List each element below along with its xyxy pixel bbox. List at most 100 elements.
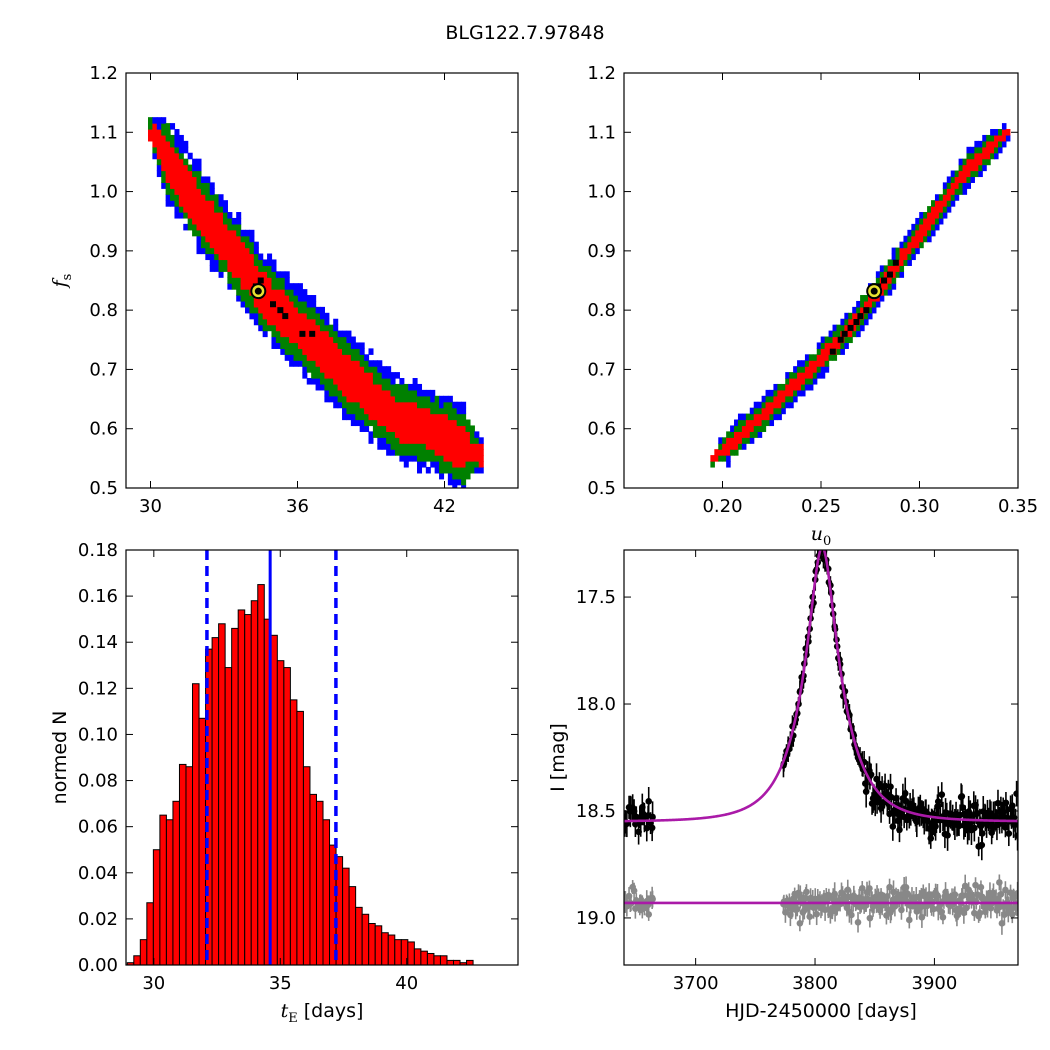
heatmap-cell bbox=[852, 330, 857, 338]
heatmap-cell bbox=[214, 259, 220, 266]
heatmap-cell bbox=[377, 425, 383, 432]
heatmap-cell bbox=[192, 229, 198, 237]
residual-point bbox=[977, 883, 985, 891]
heatmap-cell bbox=[355, 354, 361, 361]
heatmap-cell bbox=[368, 383, 374, 391]
histogram-bar bbox=[152, 849, 161, 966]
heatmap-cell bbox=[152, 134, 158, 142]
heatmap-cell bbox=[178, 206, 184, 213]
heatmap-cell bbox=[205, 176, 211, 183]
heatmap-cell bbox=[192, 188, 198, 195]
heatmap-cell bbox=[990, 134, 995, 142]
heatmap-cell bbox=[745, 431, 751, 438]
heatmap-cell bbox=[258, 300, 264, 308]
heatmap-cell bbox=[187, 217, 193, 225]
heatmap-cell bbox=[337, 389, 343, 397]
heatmap-cell bbox=[864, 318, 869, 326]
heatmap-cell bbox=[425, 449, 431, 456]
heatmap-cell bbox=[765, 413, 771, 421]
heatmap-cell bbox=[178, 146, 184, 154]
heatmap-cell bbox=[275, 289, 281, 296]
heatmap-cell bbox=[293, 336, 299, 344]
heatmap-cell bbox=[227, 241, 233, 249]
heatmap-cell bbox=[209, 259, 215, 266]
heatmap-cell bbox=[982, 134, 987, 142]
heatmap-cell bbox=[434, 443, 440, 450]
heatmap-cell bbox=[408, 455, 414, 462]
heatmap-cell bbox=[726, 431, 731, 438]
heatmap-cell bbox=[443, 449, 449, 456]
data-point bbox=[892, 795, 900, 802]
heatmap-cell bbox=[408, 389, 414, 397]
heatmap-cell bbox=[306, 324, 312, 332]
heatmap-cell bbox=[328, 324, 334, 332]
residual-point bbox=[890, 888, 897, 896]
heatmap-cell bbox=[421, 395, 427, 403]
heatmap-cell bbox=[828, 330, 834, 338]
heatmap-cell bbox=[218, 194, 224, 201]
heatmap-cell bbox=[856, 306, 861, 314]
heatmap-cell bbox=[319, 312, 325, 320]
heatmap-cell bbox=[425, 389, 431, 397]
data-point bbox=[649, 813, 656, 821]
heatmap-cell bbox=[390, 443, 396, 450]
heatmap-cell bbox=[253, 265, 259, 272]
heatmap-cell bbox=[769, 401, 775, 409]
heatmap-cell bbox=[231, 283, 237, 290]
heatmap-cell bbox=[447, 478, 453, 486]
heatmap-cell bbox=[200, 217, 206, 225]
y-tick-label: 1.2 bbox=[587, 63, 616, 84]
heatmap-cell bbox=[222, 223, 228, 231]
heatmap-cell bbox=[297, 342, 303, 349]
heatmap-cell bbox=[324, 378, 330, 385]
heatmap-cell bbox=[456, 419, 462, 427]
heatmap-cell bbox=[469, 437, 475, 444]
residual-point bbox=[934, 892, 941, 899]
heatmap-cell bbox=[267, 271, 273, 278]
heatmap-cell bbox=[412, 425, 418, 432]
heatmap-cell bbox=[293, 306, 299, 314]
heatmap-cell bbox=[966, 164, 972, 172]
heatmap-cell bbox=[390, 413, 396, 421]
heatmap-cell bbox=[974, 152, 979, 160]
heatmap-cell bbox=[386, 401, 392, 409]
heatmap-cell bbox=[262, 318, 268, 326]
heatmap-cell bbox=[962, 164, 968, 172]
heatmap-cell bbox=[860, 324, 865, 332]
heatmap-cell bbox=[753, 407, 759, 415]
heatmap-cell bbox=[209, 200, 215, 207]
heatmap-cell bbox=[812, 378, 818, 385]
heatmap-cell bbox=[456, 431, 462, 438]
heatmap-cell bbox=[797, 383, 802, 391]
heatmap-cell bbox=[227, 247, 233, 255]
heatmap-cell bbox=[836, 348, 841, 355]
heatmap-cell bbox=[337, 342, 343, 349]
heatmap-cell bbox=[958, 164, 964, 172]
heatmap-cell bbox=[757, 425, 763, 432]
heatmap-cell bbox=[258, 324, 264, 332]
heatmap-cell bbox=[820, 366, 826, 373]
heatmap-cell bbox=[749, 431, 755, 438]
heatmap-cell bbox=[284, 336, 290, 344]
heatmap-cell bbox=[430, 389, 436, 397]
heatmap-cell bbox=[275, 283, 281, 290]
heatmap-cell bbox=[262, 312, 268, 320]
heatmap-cell bbox=[390, 372, 396, 379]
heatmap-cell bbox=[430, 437, 436, 444]
heatmap-cell bbox=[222, 265, 228, 272]
heatmap-cell bbox=[302, 289, 308, 296]
residual-point bbox=[649, 895, 656, 903]
heatmap-cell bbox=[227, 253, 233, 261]
heatmap-cell bbox=[946, 176, 952, 183]
heatmap-cell bbox=[443, 455, 449, 462]
heatmap-cell bbox=[421, 449, 427, 456]
heatmap-cell bbox=[412, 401, 418, 409]
heatmap-cell bbox=[891, 253, 897, 261]
heatmap-cell bbox=[280, 277, 286, 284]
heatmap-cell bbox=[443, 461, 449, 468]
heatmap-cell bbox=[183, 170, 189, 178]
heatmap-cell bbox=[808, 383, 814, 391]
heatmap-cell bbox=[333, 378, 339, 385]
heatmap-cell bbox=[931, 212, 936, 219]
heatmap-cell bbox=[741, 425, 747, 432]
